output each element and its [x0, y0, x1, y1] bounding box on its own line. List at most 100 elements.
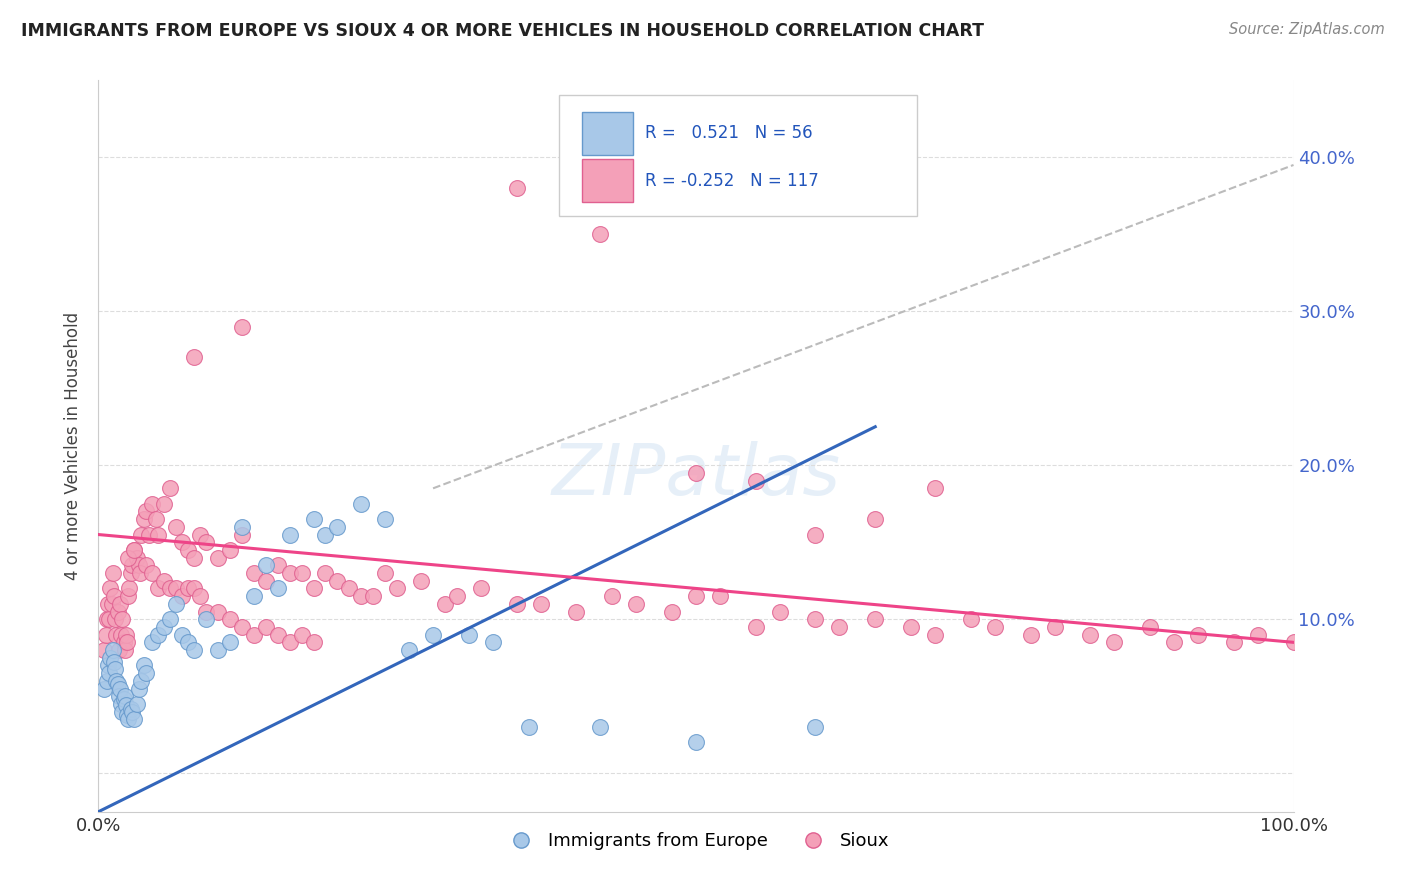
Point — [131, 673, 153, 688]
Point — [195, 605, 218, 619]
Point — [93, 643, 115, 657]
Point — [1282, 635, 1305, 649]
Point — [153, 620, 176, 634]
Point — [828, 620, 851, 634]
Point — [165, 520, 187, 534]
Point — [900, 620, 922, 634]
Point — [114, 643, 136, 657]
Point — [626, 597, 648, 611]
Point — [103, 656, 125, 670]
Point — [1139, 620, 1161, 634]
Point — [745, 474, 768, 488]
Point — [115, 698, 138, 713]
Point — [278, 635, 301, 649]
Point — [115, 707, 138, 722]
Point — [128, 681, 150, 696]
Point — [104, 661, 127, 675]
Point — [422, 627, 444, 641]
Point — [117, 712, 139, 726]
Point — [302, 582, 325, 596]
Point — [243, 589, 266, 603]
Point — [291, 566, 314, 580]
Point — [267, 558, 290, 573]
Point — [195, 535, 218, 549]
Point — [960, 612, 983, 626]
Point — [267, 627, 290, 641]
Point — [125, 697, 148, 711]
Point — [530, 597, 553, 611]
Point — [103, 589, 125, 603]
Point — [291, 627, 314, 641]
Point — [661, 605, 683, 619]
Point — [470, 582, 492, 596]
Point — [219, 612, 242, 626]
Point — [924, 481, 946, 495]
Point — [589, 227, 612, 242]
Point — [117, 550, 139, 565]
Point — [207, 605, 229, 619]
Point — [177, 543, 200, 558]
Point — [602, 589, 624, 603]
Point — [207, 550, 229, 565]
Point — [159, 612, 181, 626]
Text: IMMIGRANTS FROM EUROPE VS SIOUX 4 OR MORE VEHICLES IN HOUSEHOLD CORRELATION CHAR: IMMIGRANTS FROM EUROPE VS SIOUX 4 OR MOR… — [21, 22, 984, 40]
Point — [108, 597, 131, 611]
Point — [1247, 627, 1270, 641]
Point — [148, 582, 170, 596]
Legend: Immigrants from Europe, Sioux: Immigrants from Europe, Sioux — [495, 825, 897, 857]
Point — [374, 512, 396, 526]
Point — [108, 681, 131, 696]
Point — [105, 673, 128, 688]
Point — [172, 535, 194, 549]
Point — [118, 582, 141, 596]
Point — [172, 589, 194, 603]
Point — [804, 612, 827, 626]
Point — [315, 527, 337, 541]
Point — [145, 512, 167, 526]
Point — [207, 643, 229, 657]
Point — [183, 351, 205, 365]
Point — [685, 735, 707, 749]
Point — [363, 589, 385, 603]
Point — [745, 620, 768, 634]
Point — [685, 589, 707, 603]
Point — [111, 705, 134, 719]
Point — [105, 627, 128, 641]
Point — [104, 612, 127, 626]
Point — [231, 319, 253, 334]
Point — [153, 497, 176, 511]
Point — [124, 543, 146, 558]
Point — [1104, 635, 1126, 649]
Point — [107, 690, 129, 704]
Point — [506, 181, 529, 195]
Point — [709, 589, 731, 603]
Text: R =   0.521   N = 56: R = 0.521 N = 56 — [644, 124, 813, 142]
Point — [135, 558, 157, 573]
Point — [124, 712, 146, 726]
Point — [115, 635, 138, 649]
Point — [243, 566, 266, 580]
Point — [302, 512, 325, 526]
Point — [111, 612, 134, 626]
Point — [153, 574, 176, 588]
Point — [107, 605, 129, 619]
Point — [93, 681, 115, 696]
Y-axis label: 4 or more Vehicles in Household: 4 or more Vehicles in Household — [65, 312, 83, 580]
Point — [97, 658, 120, 673]
Point — [165, 582, 187, 596]
Point — [188, 589, 211, 603]
Point — [195, 612, 218, 626]
Point — [98, 582, 122, 596]
Point — [128, 558, 150, 573]
Point — [107, 677, 129, 691]
Point — [96, 673, 118, 688]
FancyBboxPatch shape — [558, 95, 917, 216]
Point — [685, 466, 707, 480]
Point — [350, 497, 373, 511]
Point — [125, 550, 148, 565]
Point — [315, 566, 337, 580]
FancyBboxPatch shape — [582, 160, 633, 202]
Point — [159, 582, 181, 596]
Text: R = -0.252   N = 117: R = -0.252 N = 117 — [644, 172, 818, 190]
Point — [398, 643, 420, 657]
